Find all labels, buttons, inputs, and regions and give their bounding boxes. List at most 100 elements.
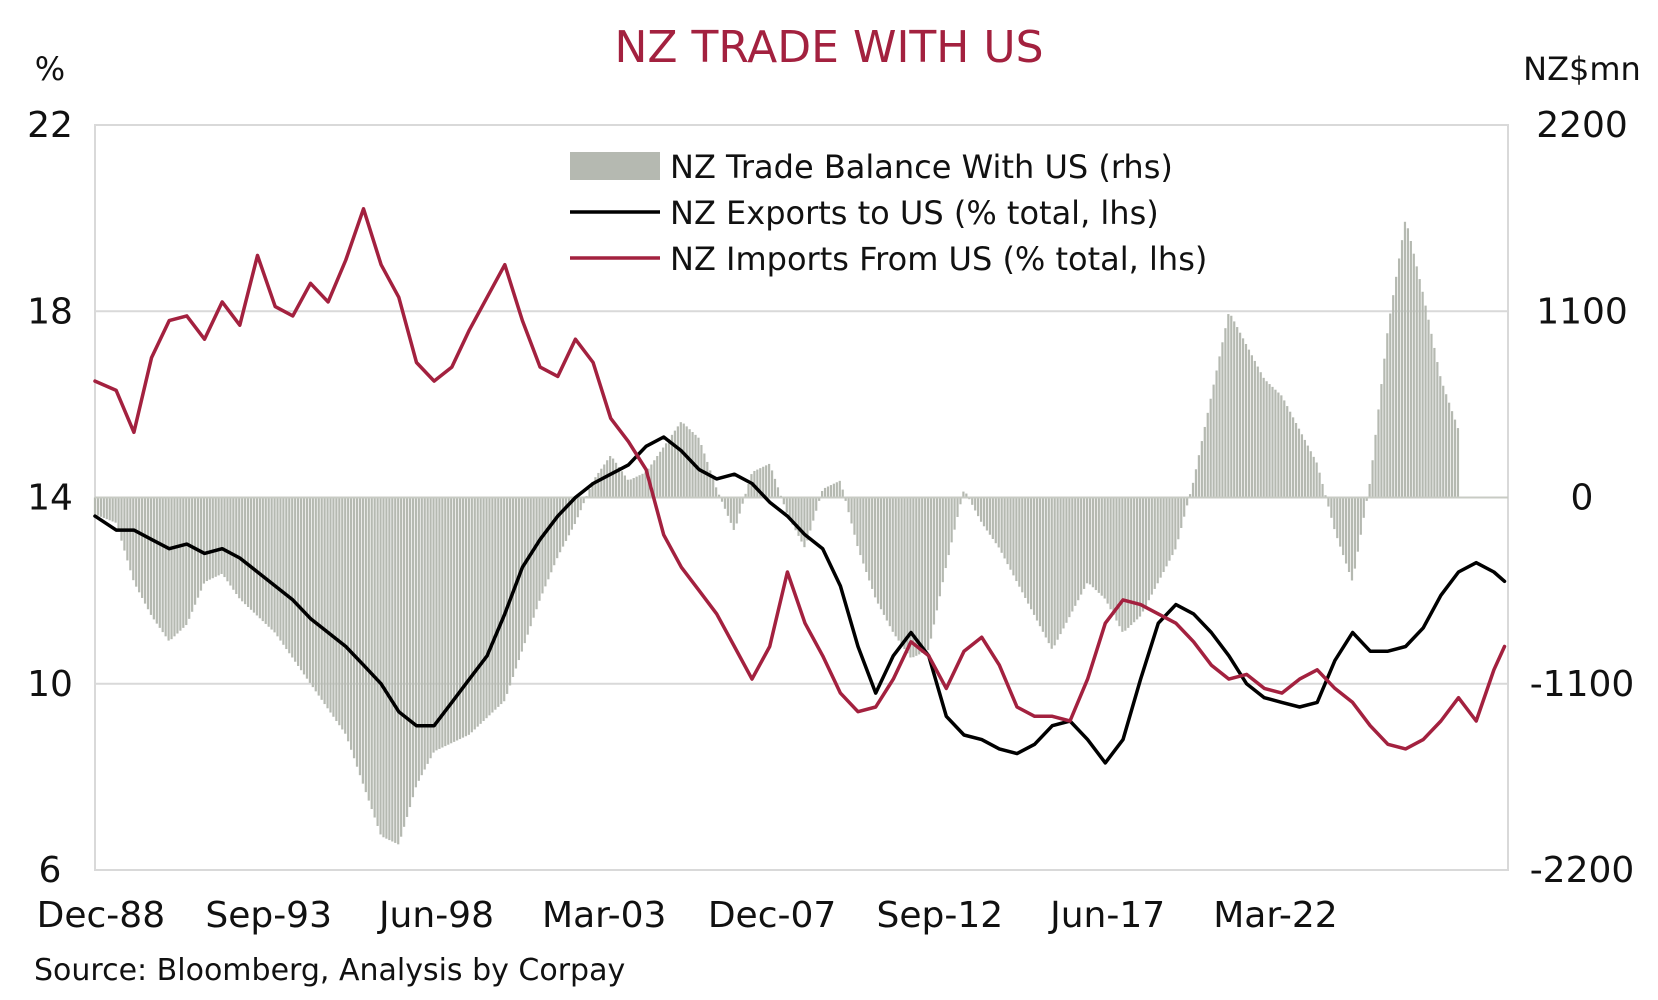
right-tick-label: 2200	[1536, 105, 1628, 146]
balance-bar	[965, 493, 968, 498]
right-axis-unit: NZ$mn	[1523, 50, 1641, 88]
balance-bar	[249, 497, 253, 610]
balance-bar	[1171, 497, 1174, 556]
balance-bar	[450, 497, 453, 744]
balance-bar	[1392, 295, 1395, 498]
balance-bar	[606, 460, 609, 498]
balance-bar	[1324, 495, 1327, 498]
balance-bar	[476, 497, 479, 727]
balance-bar	[573, 497, 576, 525]
trade-balance-bars	[93, 221, 1460, 845]
balance-bar	[776, 487, 780, 498]
balance-bar	[255, 497, 259, 616]
balance-bar	[391, 497, 394, 842]
balance-bar	[1056, 497, 1059, 640]
balance-bar	[832, 483, 835, 498]
balance-bar	[1433, 347, 1436, 498]
balance-bar	[193, 497, 197, 605]
balance-bar	[712, 478, 715, 498]
balance-bar	[682, 423, 685, 498]
balance-bar	[350, 497, 353, 750]
balance-bar	[1297, 428, 1301, 498]
balance-bar	[809, 497, 812, 531]
balance-bar	[1294, 423, 1298, 498]
balance-bar	[311, 497, 314, 688]
balance-bar	[1259, 372, 1262, 498]
balance-bar	[553, 497, 556, 566]
balance-bar	[544, 497, 547, 587]
right-tick-label: -2200	[1530, 850, 1635, 891]
balance-bar	[947, 497, 950, 556]
balance-bar	[447, 497, 450, 745]
balance-bar	[635, 476, 638, 498]
right-tick-label: -1100	[1530, 664, 1635, 705]
balance-bar	[1109, 497, 1112, 610]
balance-bar	[523, 497, 526, 644]
balance-bar	[594, 477, 597, 498]
balance-bar	[1327, 497, 1330, 507]
balance-bar	[806, 497, 809, 541]
balance-bar	[929, 497, 933, 639]
balance-bar	[382, 497, 385, 838]
balance-bar	[167, 497, 170, 641]
balance-bar	[850, 497, 853, 524]
balance-bar	[299, 497, 303, 671]
balance-bar	[541, 497, 544, 594]
balance-bar	[841, 489, 844, 498]
left-axis-unit: %	[35, 50, 65, 88]
balance-bar	[997, 497, 1000, 548]
balance-bar	[744, 493, 747, 498]
balance-bar	[1350, 497, 1354, 581]
balance-bar	[467, 497, 470, 735]
balance-bar	[588, 489, 591, 498]
balance-bar	[279, 497, 282, 641]
balance-bar	[1250, 355, 1253, 498]
balance-bar	[270, 497, 273, 630]
balance-bar	[1103, 497, 1106, 599]
balance-bar	[461, 497, 465, 738]
balance-bar	[93, 497, 97, 515]
balance-bar	[815, 497, 818, 511]
legend-swatch-balance	[570, 152, 660, 180]
balance-bar	[1035, 497, 1039, 621]
balance-bar	[1006, 497, 1009, 565]
balance-bar	[912, 497, 915, 658]
balance-bar	[921, 497, 924, 653]
balance-bar	[444, 497, 447, 747]
balance-bar	[1315, 462, 1318, 498]
balance-bar	[226, 497, 229, 582]
balance-bar	[297, 497, 300, 666]
balance-bar	[1150, 497, 1153, 595]
balance-bar	[149, 497, 153, 615]
balance-bar	[405, 497, 409, 817]
balance-bar	[591, 481, 594, 498]
balance-bar	[803, 497, 806, 548]
balance-bar	[1403, 221, 1407, 498]
balance-bar	[982, 497, 986, 527]
balance-bar	[1082, 497, 1086, 589]
legend-label-exports: NZ Exports to US (% total, lhs)	[670, 194, 1159, 232]
balance-bar	[1130, 497, 1133, 626]
balance-bar	[1168, 497, 1171, 561]
balance-bar	[1365, 497, 1368, 501]
balance-bar	[614, 462, 618, 498]
balance-bar	[556, 497, 559, 559]
balance-bar	[408, 497, 412, 808]
balance-bar	[385, 497, 388, 839]
balance-bar	[108, 497, 111, 521]
balance-bar	[1221, 342, 1224, 498]
balance-bar	[1115, 497, 1118, 621]
balance-bar	[1156, 497, 1159, 584]
legend-label-imports: NZ Imports From US (% total, lhs)	[670, 240, 1207, 278]
balance-bar	[1080, 497, 1083, 595]
balance-bar	[129, 497, 132, 571]
balance-bar	[988, 497, 992, 535]
balance-bar	[1286, 406, 1289, 498]
balance-bar	[1177, 497, 1180, 540]
balance-bar	[102, 497, 105, 518]
balance-bar	[1159, 497, 1162, 578]
balance-bar	[882, 497, 886, 615]
balance-bar	[759, 468, 762, 498]
balance-bar	[944, 497, 947, 569]
